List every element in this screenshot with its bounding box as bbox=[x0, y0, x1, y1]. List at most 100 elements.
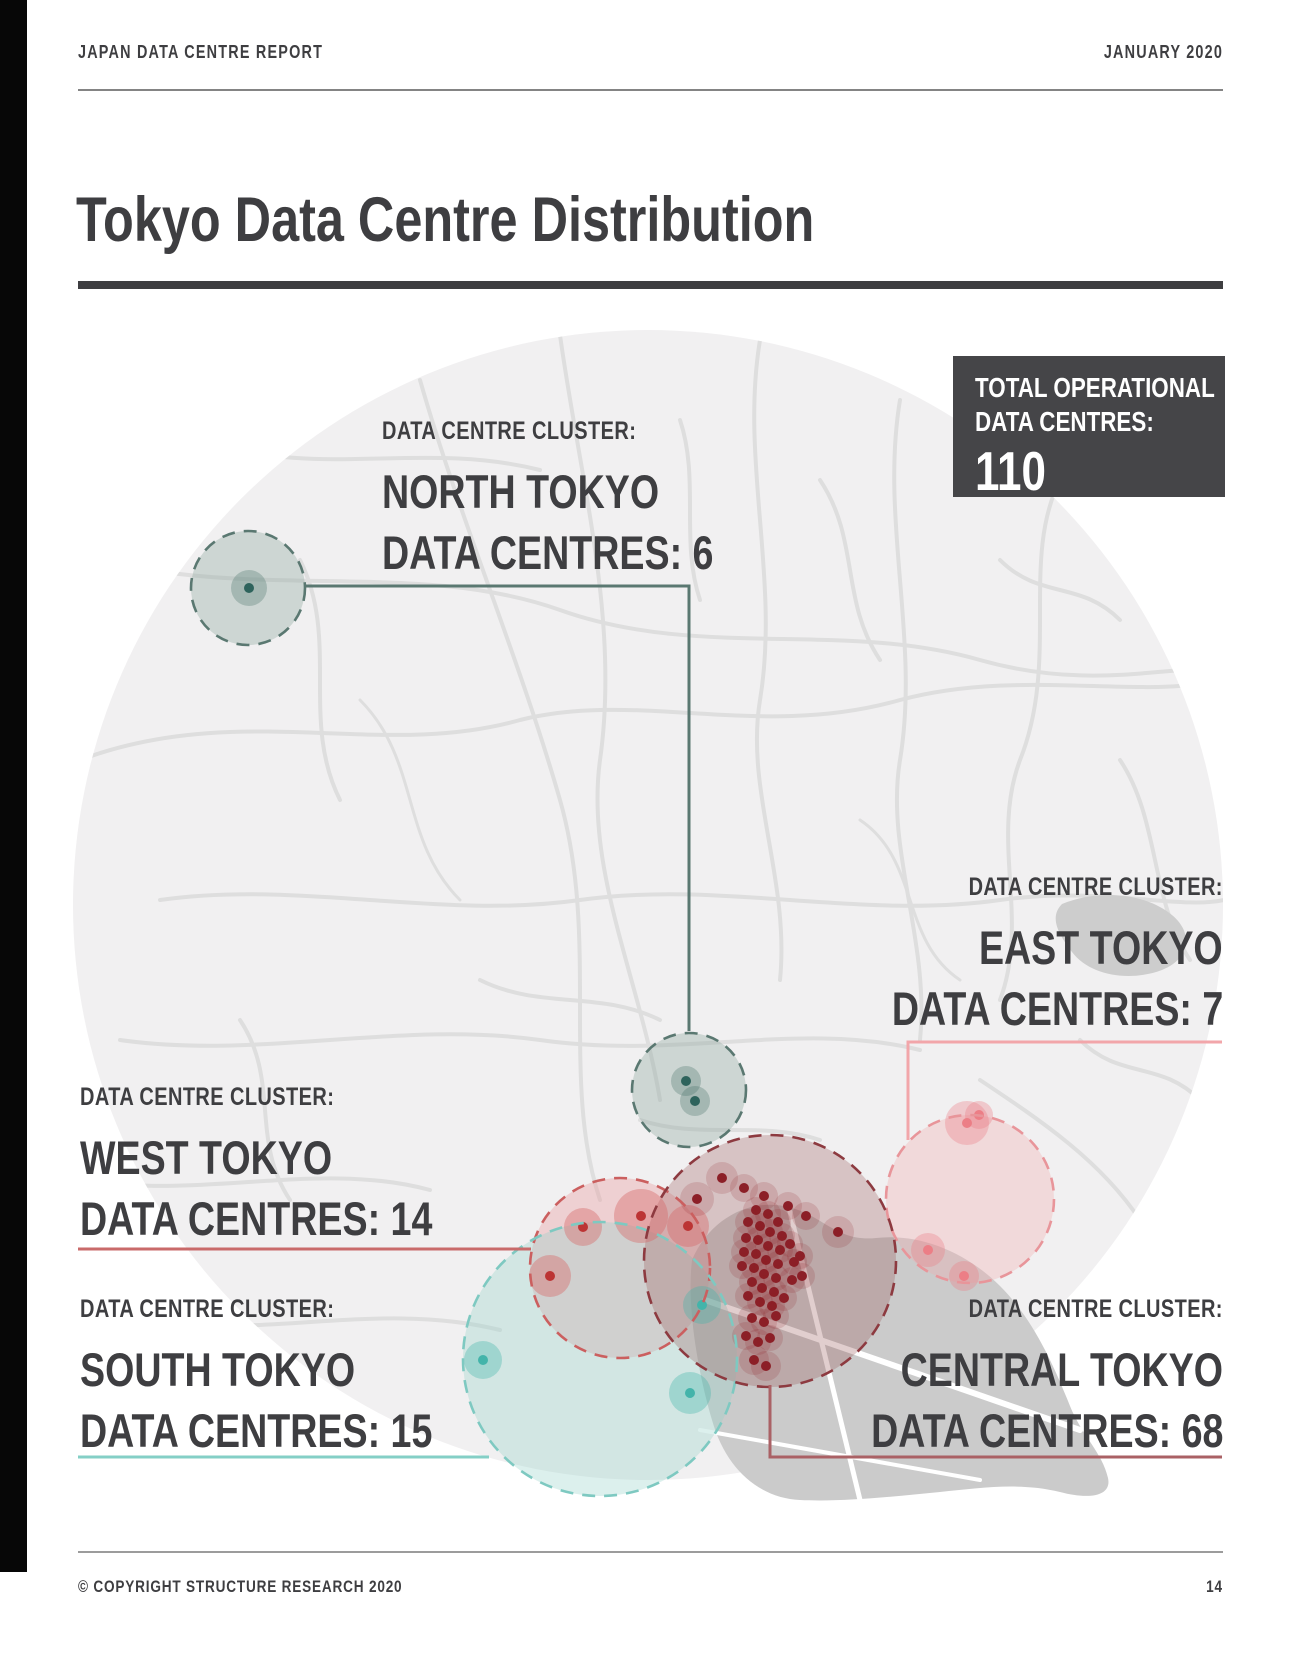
central-datacentre-dot bbox=[765, 1227, 775, 1237]
west-cluster-name: WEST TOKYO bbox=[80, 1131, 333, 1184]
central-datacentre-dot bbox=[747, 1277, 757, 1287]
central-cluster-name: CENTRAL TOKYO bbox=[900, 1343, 1223, 1396]
central-datacentre-dot bbox=[759, 1269, 769, 1279]
central-datacentre-dot bbox=[769, 1287, 779, 1297]
central-datacentre-dot bbox=[761, 1255, 771, 1265]
east-datacentre-dot bbox=[923, 1245, 933, 1255]
south-cluster-border bbox=[461, 1220, 739, 1498]
central-datacentre-dot bbox=[751, 1249, 761, 1259]
central-datacentre-dot bbox=[779, 1293, 789, 1303]
central-datacentre-dot bbox=[753, 1337, 763, 1347]
label-central-tokyo: DATA CENTRE CLUSTER: CENTRAL TOKYO DATA … bbox=[783, 1296, 1223, 1461]
central-leader-line bbox=[768, 1385, 1222, 1459]
south-cluster-area bbox=[463, 1222, 737, 1496]
report-name-text: JAPAN DATA CENTRE REPORT bbox=[78, 42, 324, 62]
central-datacentre-dot bbox=[763, 1209, 773, 1219]
central-datacentre-dot bbox=[741, 1331, 751, 1341]
west-datacentre-dot bbox=[636, 1211, 646, 1221]
cluster-dot-layer bbox=[231, 570, 993, 1414]
central-datacentre-dot bbox=[795, 1251, 805, 1261]
north-leader-line bbox=[305, 584, 691, 1031]
central-datacentre-dot bbox=[717, 1173, 727, 1183]
east-datacentre-dot bbox=[959, 1271, 969, 1281]
central-datacentre-dot bbox=[749, 1355, 759, 1365]
central-datacentre-dot bbox=[743, 1217, 753, 1227]
south-datacentre-dot bbox=[685, 1388, 695, 1398]
report-name: JAPAN DATA CENTRE REPORT bbox=[78, 42, 384, 63]
cluster-fill-layer bbox=[191, 531, 1054, 1496]
central-datacentre-dot bbox=[755, 1297, 765, 1307]
west-cluster-count: DATA CENTRES: 14 bbox=[80, 1192, 433, 1245]
west-datacentre-dot bbox=[545, 1271, 555, 1281]
north-cluster-count: DATA CENTRES: 6 bbox=[382, 526, 714, 579]
central-datacentre-dot bbox=[747, 1313, 757, 1323]
central-datacentre-dot bbox=[751, 1205, 761, 1215]
south-cluster-prefix: DATA CENTRE CLUSTER: bbox=[80, 1295, 335, 1323]
north-datacentre-dot bbox=[681, 1076, 691, 1086]
central-datacentre-dot bbox=[777, 1231, 787, 1241]
east-leader-line bbox=[906, 1040, 1222, 1140]
west-datacentre-dot bbox=[683, 1221, 693, 1231]
central-datacentre-dot bbox=[773, 1259, 783, 1269]
page-number: 14 bbox=[1206, 1577, 1223, 1596]
central-datacentre-dot bbox=[737, 1261, 747, 1271]
north-datacentre-dot bbox=[244, 583, 254, 593]
north-cluster-border bbox=[189, 529, 307, 647]
total-box-line2: DATA CENTRES: bbox=[975, 406, 1154, 437]
central-datacentre-dot bbox=[765, 1333, 775, 1343]
central-cluster-prefix: DATA CENTRE CLUSTER: bbox=[968, 1295, 1223, 1323]
central-datacentre-dot bbox=[771, 1273, 781, 1283]
east-cluster-name: EAST TOKYO bbox=[979, 921, 1223, 974]
east-cluster-count: DATA CENTRES: 7 bbox=[891, 982, 1223, 1035]
page-title: Tokyo Data Centre Distribution bbox=[76, 185, 815, 255]
central-datacentre-dot bbox=[692, 1194, 702, 1204]
east-bay-landmass bbox=[1055, 894, 1187, 976]
central-datacentre-dot bbox=[833, 1227, 843, 1237]
central-datacentre-dot bbox=[761, 1361, 771, 1371]
total-box-line1: TOTAL OPERATIONAL bbox=[975, 372, 1215, 403]
central-cluster-border bbox=[642, 1133, 898, 1389]
north-cluster-name: NORTH TOKYO bbox=[382, 465, 660, 518]
central-datacentre-dot bbox=[753, 1235, 763, 1245]
central-datacentre-dot bbox=[785, 1239, 795, 1249]
label-south-tokyo: DATA CENTRE CLUSTER: SOUTH TOKYO DATA CE… bbox=[80, 1296, 520, 1461]
central-datacentre-dot bbox=[749, 1263, 759, 1273]
central-datacentre-dot bbox=[773, 1217, 783, 1227]
south-datacentre-dot bbox=[478, 1355, 488, 1365]
north-cluster-border bbox=[630, 1031, 748, 1149]
east-cluster-prefix: DATA CENTRE CLUSTER: bbox=[968, 873, 1223, 901]
central-datacentre-dot bbox=[759, 1191, 769, 1201]
cluster-leader-layer bbox=[78, 584, 1222, 1459]
south-cluster-count: DATA CENTRES: 15 bbox=[80, 1404, 433, 1457]
report-date-text: JANUARY 2020 bbox=[1103, 42, 1223, 62]
central-datacentre-dot bbox=[755, 1221, 765, 1231]
label-north-tokyo: DATA CENTRE CLUSTER: NORTH TOKYO DATA CE… bbox=[382, 418, 796, 583]
report-date: JANUARY 2020 bbox=[1074, 42, 1223, 63]
central-datacentre-dot bbox=[763, 1241, 773, 1251]
south-datacentre-dot bbox=[697, 1300, 707, 1310]
central-cluster-count: DATA CENTRES: 68 bbox=[870, 1404, 1223, 1457]
east-cluster-border bbox=[884, 1113, 1056, 1285]
total-box: TOTAL OPERATIONAL DATA CENTRES: 110 bbox=[953, 356, 1225, 499]
page-edge-black-bar bbox=[0, 0, 27, 1572]
east-datacentre-dot bbox=[962, 1118, 972, 1128]
central-datacentre-dot bbox=[739, 1183, 749, 1193]
title-underline bbox=[78, 281, 1223, 289]
central-datacentre-dot bbox=[741, 1233, 751, 1243]
central-datacentre-dot bbox=[767, 1301, 777, 1311]
central-datacentre-dot bbox=[739, 1247, 749, 1257]
south-cluster-name: SOUTH TOKYO bbox=[80, 1343, 356, 1396]
central-datacentre-dot bbox=[797, 1271, 807, 1281]
central-datacentre-dot bbox=[775, 1245, 785, 1255]
central-datacentre-dot bbox=[759, 1317, 769, 1327]
label-west-tokyo: DATA CENTRE CLUSTER: WEST TOKYO DATA CEN… bbox=[80, 1084, 520, 1249]
north-cluster-area bbox=[632, 1033, 746, 1147]
map-base-circle bbox=[73, 330, 1223, 1480]
central-datacentre-dot bbox=[787, 1275, 797, 1285]
cluster-border-layer bbox=[189, 529, 1056, 1498]
central-datacentre-dot bbox=[743, 1291, 753, 1301]
header-divider bbox=[78, 89, 1223, 91]
